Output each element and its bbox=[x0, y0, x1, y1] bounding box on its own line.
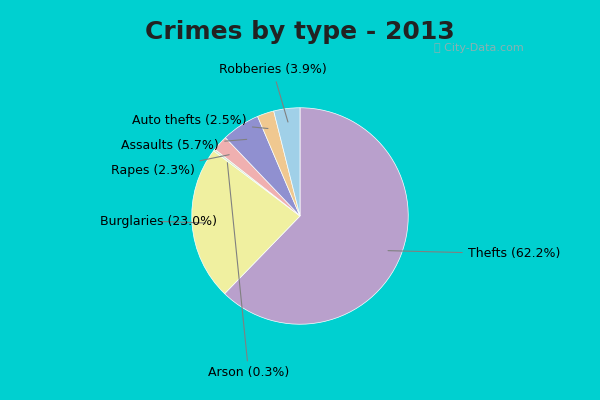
Text: Assaults (5.7%): Assaults (5.7%) bbox=[121, 139, 247, 152]
Wedge shape bbox=[274, 108, 300, 216]
Wedge shape bbox=[226, 116, 300, 216]
Text: Crimes by type - 2013: Crimes by type - 2013 bbox=[145, 20, 455, 44]
Text: Thefts (62.2%): Thefts (62.2%) bbox=[388, 247, 560, 260]
Text: ⓘ City-Data.com: ⓘ City-Data.com bbox=[434, 43, 524, 53]
Text: Rapes (2.3%): Rapes (2.3%) bbox=[110, 155, 229, 177]
Wedge shape bbox=[215, 138, 300, 216]
Text: Burglaries (23.0%): Burglaries (23.0%) bbox=[100, 215, 217, 228]
Wedge shape bbox=[257, 111, 300, 216]
Wedge shape bbox=[214, 149, 300, 216]
Wedge shape bbox=[224, 108, 408, 324]
Text: Auto thefts (2.5%): Auto thefts (2.5%) bbox=[132, 114, 268, 128]
Wedge shape bbox=[192, 151, 300, 294]
Text: Arson (0.3%): Arson (0.3%) bbox=[208, 163, 289, 380]
Text: Robberies (3.9%): Robberies (3.9%) bbox=[219, 63, 326, 122]
